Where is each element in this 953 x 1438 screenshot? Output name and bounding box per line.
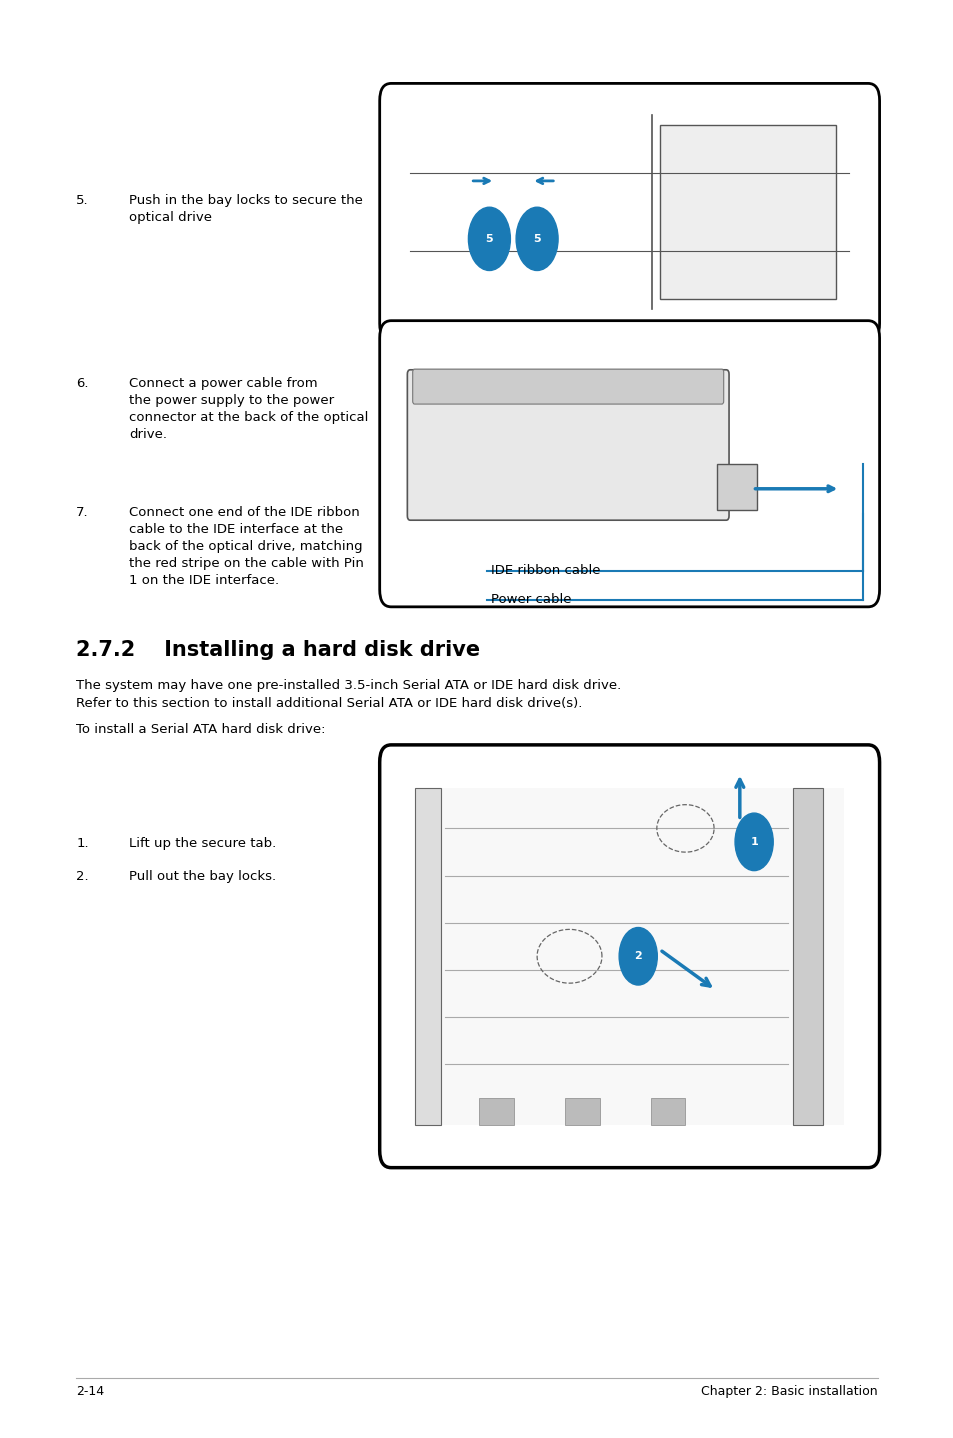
Circle shape (468, 207, 510, 270)
Text: 1: 1 (749, 837, 758, 847)
Text: 5: 5 (485, 234, 493, 244)
Text: Connect one end of the IDE ribbon
cable to the IDE interface at the
back of the : Connect one end of the IDE ribbon cable … (129, 506, 363, 587)
FancyBboxPatch shape (407, 370, 728, 521)
Bar (415, 788, 843, 1125)
Bar (659, 125, 835, 299)
Text: 2-14: 2-14 (76, 1385, 104, 1398)
Text: Power cable: Power cable (491, 592, 571, 607)
Circle shape (734, 812, 772, 870)
Bar (564, 1097, 599, 1125)
Text: 2.: 2. (76, 870, 89, 883)
FancyBboxPatch shape (413, 370, 723, 404)
FancyBboxPatch shape (379, 321, 879, 607)
Text: 5: 5 (533, 234, 540, 244)
Text: Lift up the secure tab.: Lift up the secure tab. (129, 837, 275, 850)
Text: IDE ribbon cable: IDE ribbon cable (491, 564, 600, 578)
FancyBboxPatch shape (379, 83, 879, 341)
Text: 7.: 7. (76, 506, 89, 519)
Text: 5.: 5. (76, 194, 89, 207)
Circle shape (618, 928, 657, 985)
FancyBboxPatch shape (379, 745, 879, 1168)
Text: 1.: 1. (76, 837, 89, 850)
Bar (415, 788, 440, 1125)
Bar (478, 1097, 513, 1125)
Bar (717, 463, 756, 509)
Text: Push in the bay locks to secure the
optical drive: Push in the bay locks to secure the opti… (129, 194, 362, 224)
Circle shape (516, 207, 558, 270)
Text: Chapter 2: Basic installation: Chapter 2: Basic installation (700, 1385, 877, 1398)
Text: Connect a power cable from
the power supply to the power
connector at the back o: Connect a power cable from the power sup… (129, 377, 368, 441)
Text: The system may have one pre-installed 3.5-inch Serial ATA or IDE hard disk drive: The system may have one pre-installed 3.… (76, 679, 621, 710)
Text: To install a Serial ATA hard disk drive:: To install a Serial ATA hard disk drive: (76, 723, 326, 736)
Text: 2.7.2    Installing a hard disk drive: 2.7.2 Installing a hard disk drive (76, 640, 480, 660)
Bar (650, 1097, 684, 1125)
Text: 2: 2 (634, 952, 641, 961)
Bar (792, 788, 821, 1125)
Text: 6.: 6. (76, 377, 89, 390)
Text: Pull out the bay locks.: Pull out the bay locks. (129, 870, 275, 883)
